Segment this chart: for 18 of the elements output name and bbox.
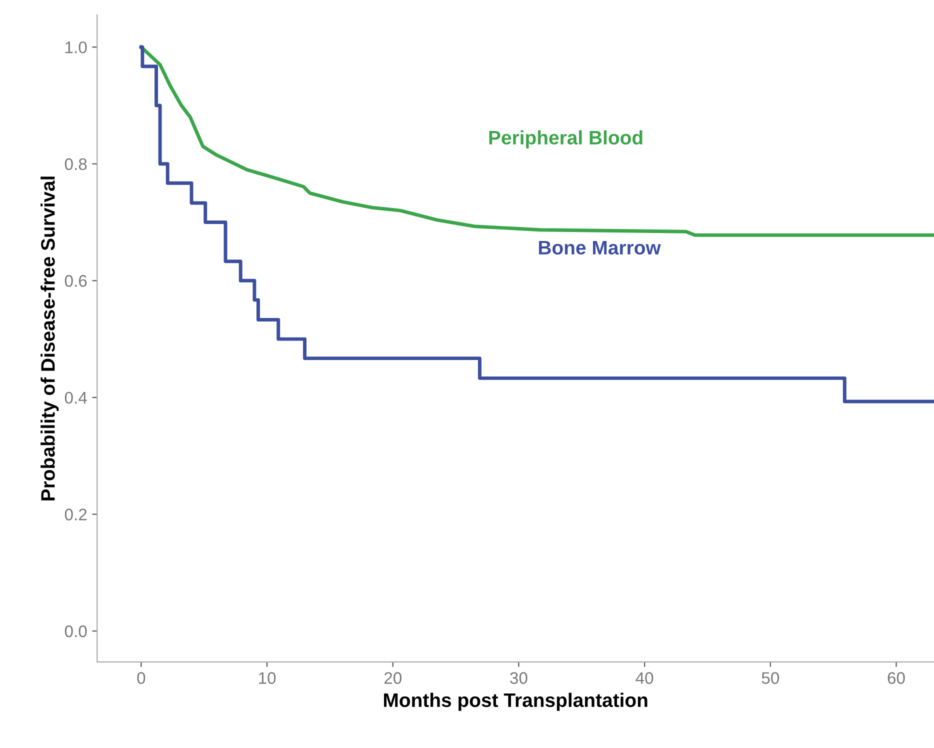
x-tick-label: 50 [762, 672, 780, 684]
x-axis-title: Months post Transplantation [384, 692, 648, 711]
line-series [139, 45, 934, 237]
y-tick-label: 0.2 [64, 508, 87, 520]
x-tick-label: 0 [137, 672, 146, 684]
y-axis-title: Probability of Disease-free Survival [40, 176, 59, 500]
x-tick-label: 20 [384, 672, 402, 684]
x-tick-label: 30 [510, 672, 528, 684]
x-tick-label: 60 [888, 672, 905, 684]
y-tick-label: 0.4 [64, 392, 87, 404]
y-tick-label: 0.8 [64, 158, 87, 170]
x-tick-label: 40 [636, 672, 654, 684]
y-tick-label: 0.0 [64, 625, 87, 638]
y-tick-label: 0.6 [64, 275, 87, 287]
y-tick-label: 1.0 [66, 41, 87, 54]
x-tick-label: 10 [259, 672, 276, 684]
text: Bone Marrow [538, 240, 661, 255]
text: Peripheral Blood [489, 130, 642, 148]
